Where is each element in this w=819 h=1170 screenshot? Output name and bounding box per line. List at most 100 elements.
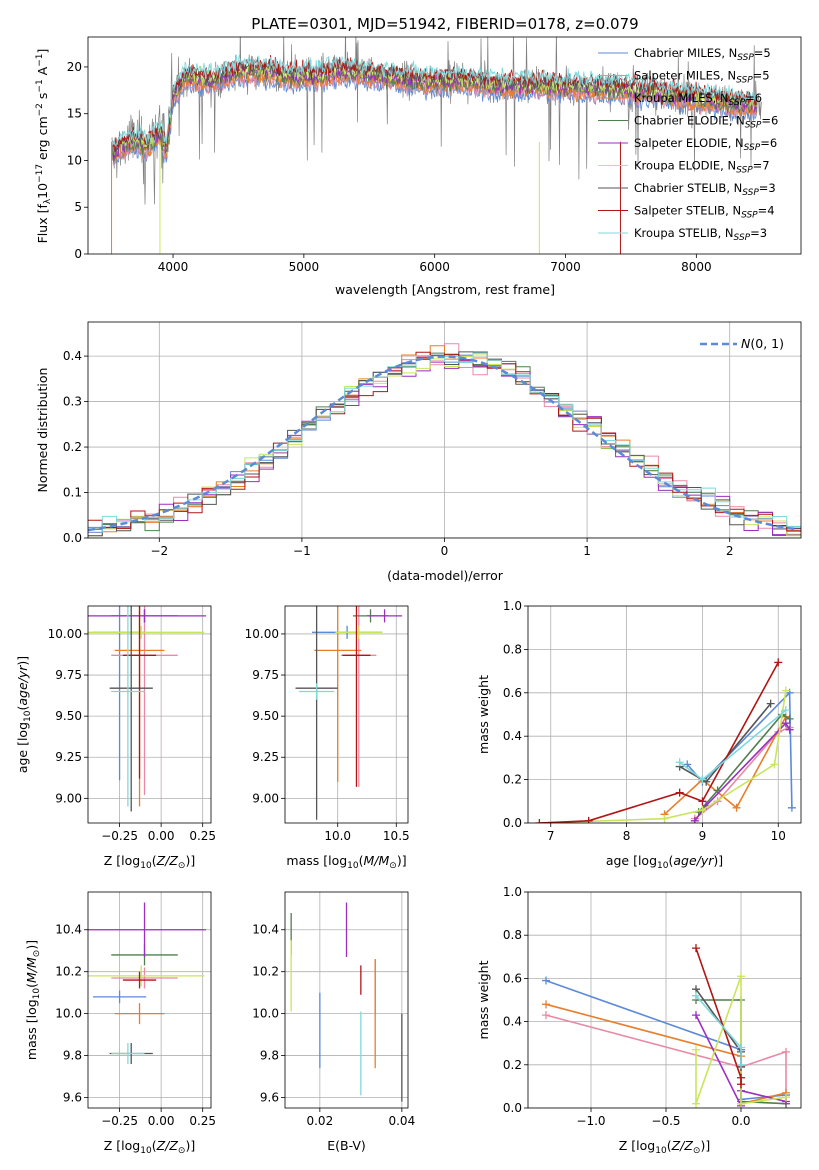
weight-marker (782, 1093, 790, 1102)
weight-marker (542, 1011, 550, 1020)
legend-label: Kroupa STELIB, NSSP=3 (634, 226, 767, 243)
y-tick-label: 0.2 (503, 1058, 522, 1072)
x-tick-label: −0.25 (101, 1114, 138, 1128)
y-axis-label: mass [log10(M/M⊙)] (24, 940, 42, 1060)
weight-marker (782, 1047, 790, 1056)
x-tick-label: 2 (726, 544, 734, 558)
x-tick-label: 0.25 (189, 829, 216, 843)
y-tick-label: 1.0 (503, 599, 522, 613)
y-tick-label: 9.25 (252, 750, 279, 764)
x-tick-label: 0.04 (388, 1114, 415, 1128)
weight-marker (774, 658, 783, 667)
legend-label: Kroupa MILES, NSSP=6 (634, 91, 762, 108)
legend-label: Salpeter STELIB, NSSP=4 (634, 204, 775, 221)
y-tick-label: 0.4 (63, 349, 82, 363)
panel-mass-vs-ebv: 0.02 0.04 9.6 9.8 10.0 10.2 10.4 E(B-V) (252, 891, 415, 1153)
x-tick-label: 4000 (158, 260, 189, 274)
y-tick-label: 10.00 (48, 627, 82, 641)
y-tick-label: 0.2 (503, 773, 522, 787)
axes-frame (87, 321, 802, 539)
x-tick-label: 7000 (550, 260, 581, 274)
weight-marker (737, 1080, 745, 1089)
weight-marker (692, 1099, 700, 1108)
weight-marker (781, 686, 790, 695)
y-tick-label: 9.75 (55, 668, 82, 682)
legend: Chabrier MILES, NSSP=5 Salpeter MILES, NS… (598, 46, 778, 243)
weight-line (694, 721, 791, 822)
x-tick-label: 5000 (289, 260, 320, 274)
y-tick-label: 0.6 (503, 686, 522, 700)
panel-age-vs-mass: 10.0 10.5 9.00 9.25 9.50 9.75 10.00 mass [log10… (245, 605, 410, 871)
normal-curve (88, 355, 799, 532)
weight-marker (692, 991, 700, 1000)
legend-label: N(0, 1) (741, 336, 784, 351)
panel-spectrum: 4000 5000 6000 7000 8000 0 5 10 15 20 Chabrier MIL… (35, 36, 802, 297)
y-tick-label: 9.50 (55, 709, 82, 723)
weight-line (539, 662, 780, 823)
y-tick-label: 9.00 (55, 791, 82, 805)
y-tick-label: 0.8 (503, 642, 522, 656)
plot-area (285, 606, 408, 823)
y-tick-label: 10.2 (55, 965, 82, 979)
weight-marker (785, 725, 794, 734)
x-tick-label: 9 (699, 829, 707, 843)
y-tick-label: 9.00 (252, 791, 279, 805)
x-axis-label: Z [log10(Z/Z⊙)] (104, 1138, 195, 1156)
x-tick-label: −1 (293, 544, 311, 558)
model-spectrum (112, 54, 757, 148)
y-tick-label: 10.4 (55, 923, 82, 937)
x-tick-label: −2 (150, 544, 168, 558)
weight-line (539, 690, 787, 823)
weight-marker (785, 714, 794, 723)
x-tick-label: 8 (623, 829, 631, 843)
x-tick-label: −0.5 (651, 1114, 680, 1128)
legend-label: Chabrier STELIB, NSSP=3 (634, 181, 776, 198)
figure-title: PLATE=0301, MJD=51942, FIBERID=0178, z=0… (251, 15, 638, 33)
weight-marker (781, 706, 790, 715)
weight-marker (690, 816, 699, 823)
legend-label: Chabrier ELODIE, NSSP=6 (634, 114, 778, 131)
y-tick-label: 0.1 (63, 486, 82, 500)
plot-area (88, 892, 211, 1108)
x-tick-label: −1.0 (576, 1114, 605, 1128)
y-tick-label: 9.8 (63, 1049, 82, 1063)
x-tick-label: 0.25 (189, 1114, 216, 1128)
weight-marker (660, 814, 669, 823)
panel-age-vs-z: −0.25 0.00 0.25 9.00 9.25 9.50 9.75 10.00 Z [log… (15, 605, 216, 871)
y-tick-label: 9.25 (55, 750, 82, 764)
y-tick-label: 10.0 (252, 1007, 279, 1021)
legend-label: Salpeter ELODIE, NSSP=6 (634, 136, 777, 153)
x-tick-label: 0.02 (306, 1114, 333, 1128)
legend-label: Kroupa ELODIE, NSSP=7 (634, 159, 770, 176)
y-tick-label: 0.8 (503, 928, 522, 942)
y-tick-label: 10.0 (55, 1007, 82, 1021)
x-tick-label: 0.0 (731, 1114, 750, 1128)
y-tick-label: 0.0 (503, 1101, 522, 1115)
weight-marker (732, 803, 741, 812)
y-tick-label: 1.0 (503, 885, 522, 899)
x-tick-label: 10 (771, 829, 786, 843)
weight-marker (766, 699, 775, 708)
panel-mass-weight-vs-z: −1.0 −0.5 0.0 0.0 0.2 0.4 0.6 0.8 1.0 Z [log10(Z/… (476, 885, 802, 1156)
weight-marker (584, 816, 593, 823)
y-axis-label: Normed distribution (35, 368, 50, 493)
axes-frame (284, 891, 409, 1109)
weight-line (545, 1014, 787, 1104)
x-tick-label: 0 (441, 544, 449, 558)
plot-area (111, 37, 762, 254)
y-tick-label: 10.4 (252, 923, 279, 937)
weight-marker (787, 803, 796, 812)
x-axis-label: Z [log10(Z/Z⊙)] (104, 853, 195, 871)
x-axis-label: Z [log10(Z/Z⊙)] (619, 1138, 710, 1156)
plot-area (528, 892, 801, 1108)
y-tick-label: 0 (74, 247, 82, 261)
y-tick-label: 9.50 (252, 709, 279, 723)
axes-frame (527, 605, 802, 824)
axes-frame (87, 891, 212, 1109)
y-tick-label: 0.0 (503, 816, 522, 830)
weight-marker (542, 1000, 550, 1009)
x-axis-label: age [log10(age/yr)] (606, 853, 723, 871)
x-tick-label: 0.00 (148, 1114, 175, 1128)
x-tick-label: 7 (547, 829, 555, 843)
